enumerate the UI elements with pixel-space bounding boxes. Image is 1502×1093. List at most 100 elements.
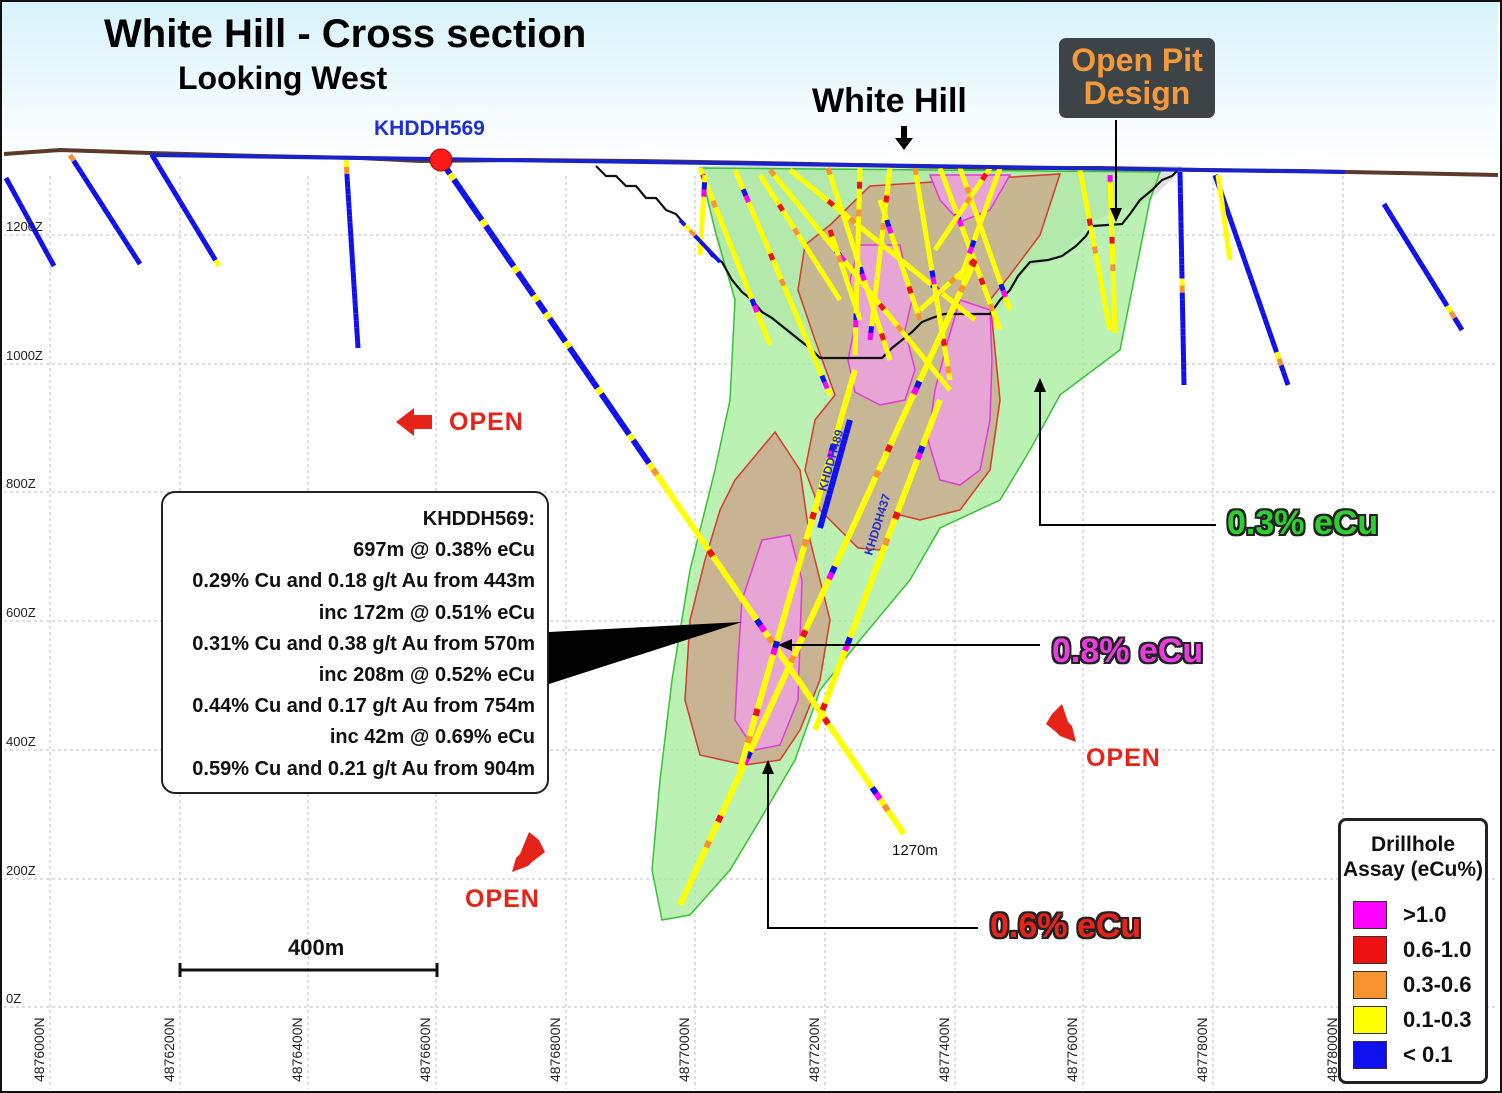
northing-label: 4877600N [1064, 1017, 1080, 1082]
intercept-line: 0.29% Cu and 0.18 g/t Au from 443m [192, 570, 535, 593]
intercept-callout: KHDDH569: 697m @ 0.38% eCu 0.29% Cu and … [161, 491, 549, 794]
legend-item: 0.1-0.3 [1353, 1005, 1472, 1035]
callout-pointer [549, 622, 742, 684]
drillhole-trace [732, 169, 833, 396]
grade-label-0.8: 0.8% eCu [1052, 632, 1204, 670]
drillhole-trace [677, 258, 978, 907]
drillhole-trace [768, 168, 952, 392]
legend-label: 0.3-0.6 [1403, 972, 1472, 997]
elevation-axis: 1200Z 1000Z 800Z 600Z 400Z 200Z 0Z [6, 219, 43, 1006]
legend-swatch [1353, 936, 1387, 964]
pit-design-line [595, 165, 1181, 360]
white-hill-arrow [895, 126, 913, 150]
arrow-heads [762, 126, 1122, 774]
collar-pad-line [149, 153, 1346, 174]
grade-label-0.3: 0.3% eCu [1227, 504, 1379, 542]
scale-bar-label: 400m [288, 935, 345, 960]
legend-item: 0.6-1.0 [1353, 935, 1472, 965]
northing-label: 4878000N [1324, 1017, 1340, 1082]
hole-length-label: 1270m [892, 842, 938, 859]
elevation-label: 800Z [6, 476, 36, 491]
drillhole-trace [1215, 174, 1233, 261]
scale-bar [178, 963, 439, 977]
northing-label: 4877400N [936, 1017, 952, 1082]
drillhole-trace [827, 229, 863, 321]
legend-title-line2: Assay (eCu%) [1342, 858, 1484, 881]
drillhole-trace [812, 398, 943, 732]
open-arrow-left-down [512, 832, 545, 872]
legend-label: 0.1-0.3 [1403, 1007, 1472, 1032]
northing-label: 4876200N [161, 1017, 177, 1082]
drillhole-trace [737, 369, 858, 771]
northing-label: 4876800N [547, 1017, 563, 1082]
elevation-label: 1200Z [6, 219, 43, 234]
legend-title: Drillhole Assay (eCu%) [1341, 832, 1485, 882]
northing-label: 4877800N [1194, 1017, 1210, 1082]
northing-axis: 4876000N 4876200N 4876400N 4876600N 4876800N… [31, 1017, 1340, 1082]
drillhole-trace [1212, 174, 1291, 386]
legend-item: >1.0 [1353, 900, 1446, 930]
pit-label-line1: Open Pit [1071, 42, 1203, 78]
drillhole-trace [877, 199, 923, 321]
legend-label: < 0.1 [1403, 1042, 1453, 1067]
legend-title-line1: Drillhole [1370, 833, 1455, 856]
intercept-line: 697m @ 0.38% eCu [353, 539, 535, 562]
legend-label: 0.6-1.0 [1403, 937, 1472, 962]
drillhole-trace [817, 419, 853, 529]
elevation-label: 600Z [6, 605, 36, 620]
figure-title: White Hill - Cross section [104, 12, 587, 56]
intercept-line: inc 42m @ 0.69% eCu [329, 726, 535, 749]
intercept-line: KHDDH569: [422, 508, 535, 530]
intercept-line: 0.44% Cu and 0.17 g/t Au from 754m [192, 695, 535, 718]
intercept-line: 0.31% Cu and 0.38 g/t Au from 570m [192, 632, 535, 655]
white-hill-label: White Hill [812, 82, 967, 120]
drillhole-trace [932, 166, 993, 252]
collar-label-khddh569: KHDDH569 [374, 117, 485, 140]
intercept-line: 0.59% Cu and 0.21 g/t Au from 904m [192, 757, 535, 780]
northing-label: 4877200N [806, 1017, 822, 1082]
sky-band [2, 2, 1498, 162]
legend-item: < 0.1 [1353, 1040, 1453, 1070]
open-label-bottom: OPEN [465, 885, 540, 913]
open-arrow-left [396, 408, 432, 436]
open-label-left: OPEN [449, 408, 524, 436]
drillhole-trace [3, 176, 57, 268]
intercept-line: inc 208m @ 0.52% eCu [318, 664, 535, 687]
legend-item: 0.3-0.6 [1353, 970, 1472, 1000]
elevation-label: 0Z [6, 991, 21, 1006]
northing-label: 4876600N [417, 1017, 433, 1082]
grade-label-0.6: 0.6% eCu [990, 907, 1142, 945]
drillhole-trace [757, 173, 843, 302]
elevation-label: 200Z [6, 863, 36, 878]
elevation-label: 1000Z [6, 348, 43, 363]
drillhole-trace [1177, 171, 1187, 386]
figure-subtitle: Looking West [178, 60, 388, 96]
northing-label: 4876400N [289, 1017, 305, 1082]
drillhole-trace [149, 153, 222, 268]
open-label-right: OPEN [1086, 744, 1161, 772]
legend-swatch [1353, 1041, 1387, 1069]
drillhole-trace [852, 167, 863, 356]
assay-legend: Drillhole Assay (eCu%) >1.0 0.6-1.0 0.3-… [1338, 818, 1488, 1084]
northing-label: 4877000N [676, 1017, 692, 1082]
drillhole-trace [1077, 169, 1113, 331]
drillhole-trace [67, 153, 143, 266]
legend-swatch [1353, 971, 1387, 999]
drillhole-trace [343, 159, 361, 349]
drillhole-trace [443, 166, 907, 836]
intercept-line: inc 172m @ 0.51% eCu [318, 601, 535, 624]
annotation-lines [767, 120, 1216, 929]
northing-label: 4876000N [31, 1017, 47, 1082]
legend-swatch [1353, 1006, 1387, 1034]
drillhole-trace [1107, 174, 1118, 334]
legend-swatch [1353, 901, 1387, 929]
drillhole-trace [678, 218, 722, 264]
open-pit-design-label: Open Pit Design [1059, 38, 1215, 118]
collar-marker-khddh569 [429, 148, 453, 172]
open-arrow-right-down [1046, 704, 1076, 742]
elevation-label: 400Z [6, 734, 36, 749]
legend-label: >1.0 [1403, 902, 1447, 927]
drillholes [3, 153, 1465, 907]
